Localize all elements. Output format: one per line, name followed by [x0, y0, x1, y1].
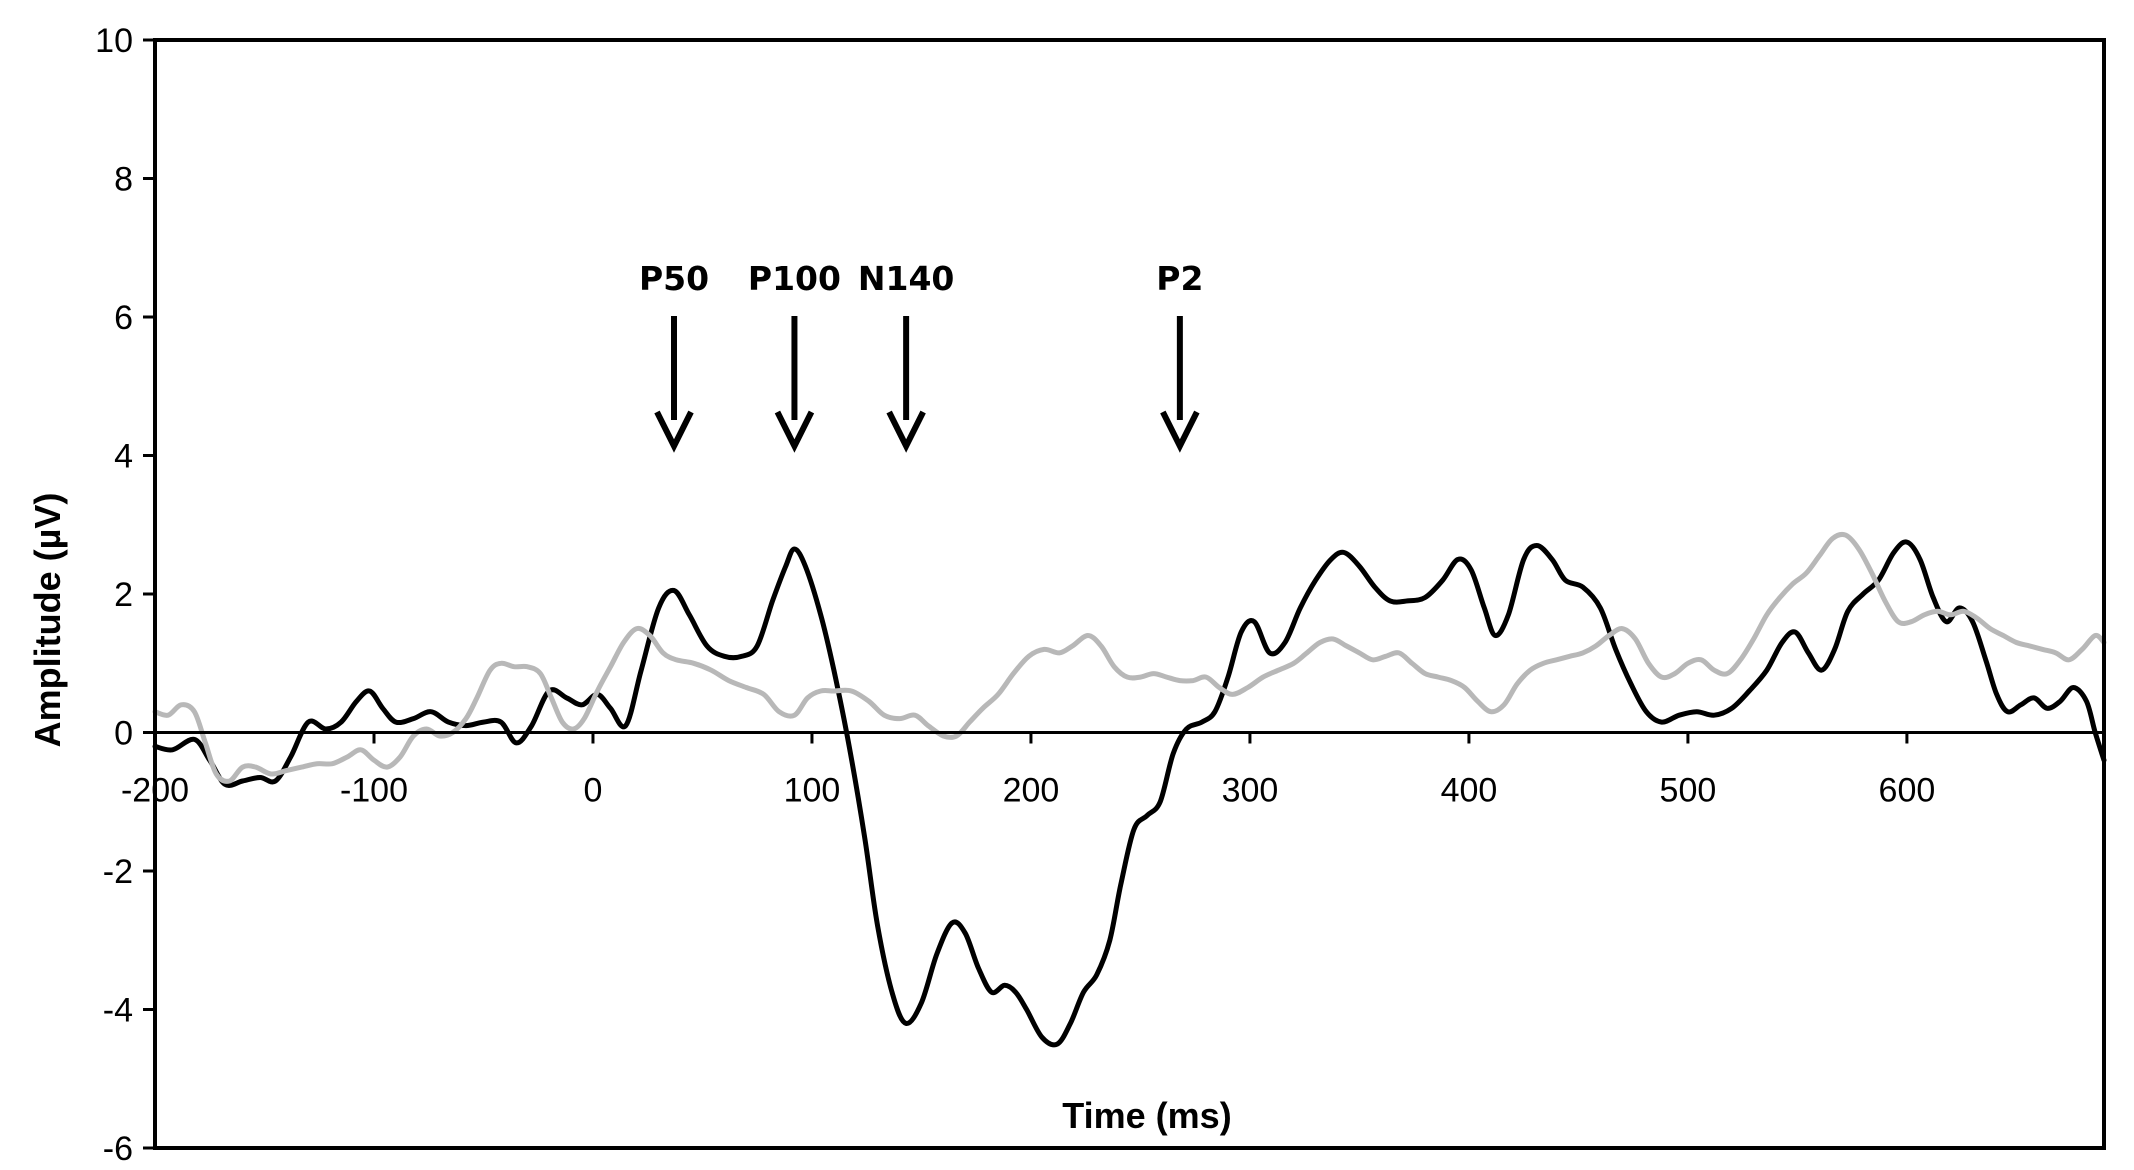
peak-label: P50 — [639, 259, 709, 298]
peak-arrow-head — [1160, 410, 1200, 453]
x-tick-label: 0 — [584, 772, 603, 810]
y-tick-label: -4 — [103, 992, 133, 1030]
x-tick-label: 500 — [1660, 772, 1717, 810]
peak-label: P100 — [748, 259, 841, 298]
x-axis-ticks: -200 -100 0 100 200 300 400 500 600 — [121, 732, 1936, 810]
y-tick-label: 6 — [114, 299, 133, 337]
x-tick-label: -100 — [340, 772, 408, 810]
y-tick-label: 4 — [114, 438, 133, 476]
y-tick-label: -6 — [103, 1130, 133, 1168]
series-layer — [152, 531, 2107, 1048]
annotations-layer: P50 P100 N140 P2 — [639, 259, 1203, 453]
x-tick-label: 200 — [1003, 772, 1060, 810]
peak-arrow-head — [886, 410, 926, 453]
y-axis-ticks: -6 -4 -2 0 2 4 6 8 10 — [95, 22, 155, 1168]
x-tick-label: 600 — [1879, 772, 1936, 810]
peak-label: N140 — [858, 259, 955, 298]
x-tick-label: 100 — [784, 772, 841, 810]
peak-label: P2 — [1156, 259, 1203, 298]
peak-arrow-head — [774, 410, 815, 453]
series-line-1 — [152, 539, 2107, 1048]
y-tick-label: -2 — [103, 853, 133, 891]
y-tick-label: 8 — [114, 161, 133, 199]
y-tick-label: 0 — [114, 715, 133, 753]
peak-arrow-head — [654, 410, 694, 453]
x-tick-label: 300 — [1222, 772, 1279, 810]
y-axis-title: Amplitude (µV) — [27, 493, 68, 748]
y-tick-label: 10 — [95, 22, 133, 60]
x-axis-title: Time (ms) — [1062, 1095, 1231, 1136]
plot-frame — [153, 38, 2106, 1150]
x-tick-label: 400 — [1441, 772, 1498, 810]
y-tick-label: 2 — [114, 576, 133, 614]
series-line-2 — [152, 531, 2107, 784]
